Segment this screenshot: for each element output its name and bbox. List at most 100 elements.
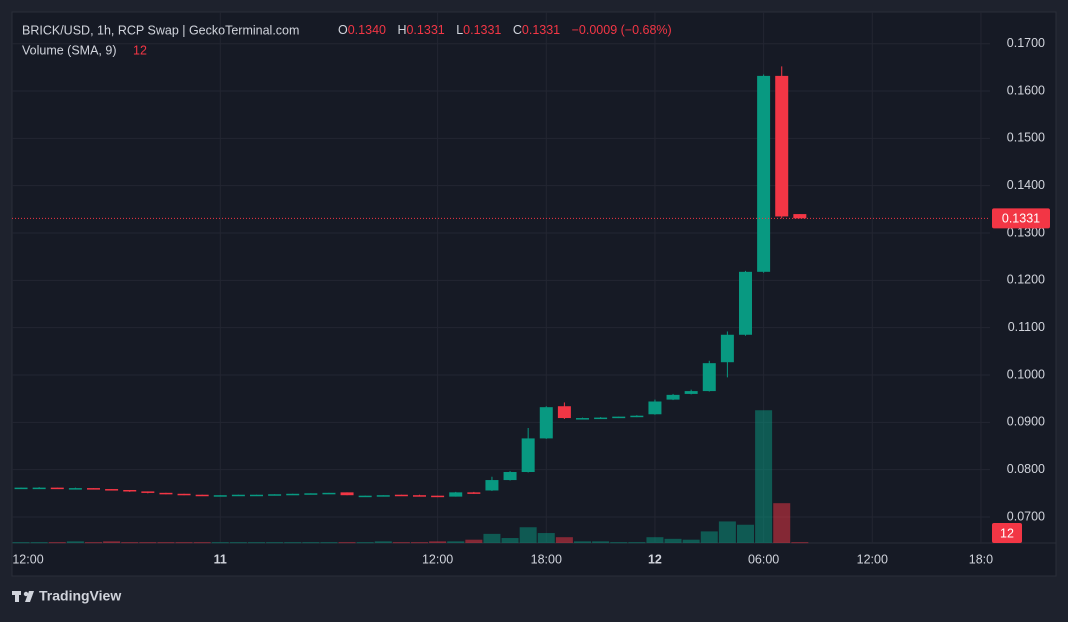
volume-bar: [574, 541, 591, 543]
candle-body: [231, 494, 245, 497]
candle-body: [413, 495, 426, 497]
candle-body: [322, 492, 336, 495]
volume-bar: [248, 542, 265, 544]
candle-body: [775, 75, 789, 217]
x-tick-label: 12: [648, 552, 662, 566]
x-tick-label: 11: [214, 552, 227, 566]
volume-bar: [628, 542, 646, 544]
volume-bar: [737, 524, 754, 543]
branding: TradingView: [39, 588, 121, 604]
y-tick-label: 0.1700: [1007, 36, 1045, 50]
candle-body: [757, 75, 771, 272]
volume-bar: [103, 541, 121, 543]
y-tick-label: 0.0700: [1007, 509, 1045, 523]
volume-bar: [773, 503, 791, 543]
candle-body: [739, 271, 752, 335]
y-tick-label: 0.0900: [1007, 415, 1045, 429]
volume-bar: [193, 542, 211, 544]
h-value: 0.1331: [406, 23, 444, 37]
candle-body: [159, 492, 173, 495]
l-value: 0.1331: [463, 23, 501, 37]
volume-bar: [302, 542, 320, 544]
volume-bar: [555, 537, 573, 543]
x-tick-label: 12:00: [12, 552, 43, 566]
branding-logo: [12, 591, 34, 602]
c-value: 0.1331: [522, 23, 560, 37]
volume-bar: [664, 538, 682, 543]
volume-bar: [284, 542, 302, 544]
x-tick-label: 18:0: [969, 552, 993, 566]
volume-bar: [139, 542, 157, 544]
candle-body: [141, 491, 155, 493]
candle-body: [14, 487, 28, 490]
candle-body: [394, 494, 408, 497]
candle-body: [648, 401, 662, 415]
o-value: 0.1340: [348, 23, 386, 37]
y-tick-label: 0.1100: [1008, 320, 1045, 334]
candle-body: [503, 472, 517, 481]
change: −0.0009 (−0.68%): [572, 23, 672, 37]
candle-body: [576, 418, 589, 420]
volume-bar: [30, 542, 48, 544]
candle-body: [304, 493, 318, 495]
candle-body: [684, 391, 698, 394]
candle-body: [612, 416, 626, 419]
y-tick-label: 0.1200: [1007, 273, 1045, 287]
volume-bar: [447, 541, 465, 543]
last-price-tag: [992, 208, 1050, 229]
candle-body: [720, 334, 734, 363]
candle-body: [376, 495, 390, 497]
candle-body: [521, 438, 535, 473]
candle-body: [68, 488, 82, 490]
volume-bar: [791, 542, 809, 544]
l-label: L: [456, 23, 463, 37]
y-tick-label: 0.0800: [1007, 462, 1045, 476]
volume-bar: [718, 521, 736, 543]
candle-body: [557, 406, 571, 419]
candle-body: [250, 494, 263, 497]
volume-bar: [356, 542, 374, 544]
candle-body: [123, 489, 137, 492]
c-label: C: [513, 23, 522, 37]
logo-stem: [15, 591, 19, 602]
candle-body: [32, 487, 46, 490]
volume-bar: [519, 527, 537, 543]
volume-bar: [700, 531, 718, 543]
volume-bar: [211, 542, 229, 544]
volume-bar: [121, 542, 139, 544]
volume-bar: [392, 542, 410, 544]
ohlc-header: O0.1340 H0.1331 L0.1331 C0.1331 −0.0009 …: [338, 23, 672, 37]
volume-bar: [85, 542, 102, 544]
candle-body: [50, 487, 64, 490]
volume-bar: [266, 542, 284, 544]
logo-dot: [23, 591, 29, 597]
candle-body: [286, 493, 300, 496]
candle-body: [539, 407, 553, 439]
candle-body: [630, 415, 644, 418]
candle-body: [793, 214, 807, 219]
volume-bar: [501, 538, 519, 543]
candle-body: [177, 493, 191, 496]
candle-body: [431, 495, 445, 498]
volume-bar: [48, 542, 66, 544]
candle-body: [666, 394, 680, 400]
candle-body: [467, 492, 481, 494]
candle-body: [485, 480, 499, 491]
o-label: O: [338, 23, 348, 37]
volume-bar: [157, 542, 175, 544]
x-tick-label: 12:00: [422, 552, 453, 566]
candle-body: [358, 495, 372, 498]
y-tick-label: 0.1400: [1007, 178, 1045, 192]
x-tick-label: 06:00: [748, 552, 779, 566]
candle-body: [340, 492, 354, 496]
volume-bar: [320, 542, 338, 544]
y-tick-label: 0.1300: [1007, 225, 1045, 239]
y-tick-label: 0.1500: [1007, 131, 1045, 145]
last-price-label: 0.1331: [1002, 212, 1040, 226]
h-label: H: [397, 23, 406, 37]
y-tick-label: 0.1000: [1007, 367, 1045, 381]
volume-bar: [610, 542, 628, 544]
volume-label: Volume (SMA, 9): [22, 43, 116, 57]
volume-bar: [429, 541, 447, 543]
